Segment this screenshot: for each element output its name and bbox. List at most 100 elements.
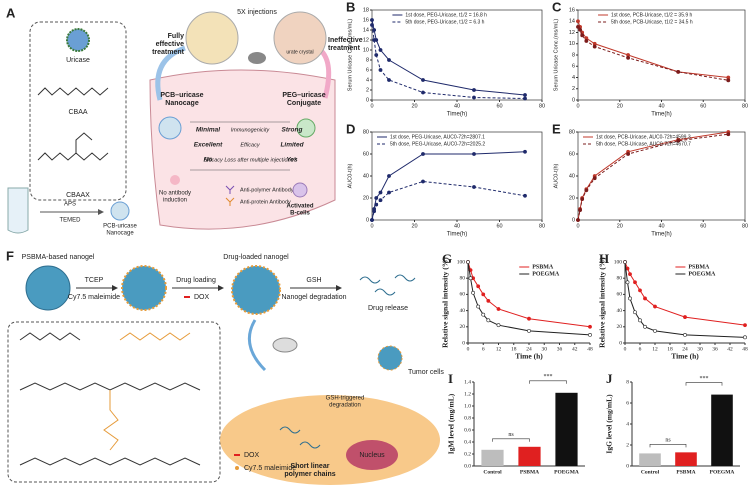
- curved-arrow: [247, 319, 267, 372]
- cell-icon: [170, 175, 180, 185]
- y-axis-label: IgM level (mg/mL): [447, 393, 456, 454]
- nanogel-icon: [377, 345, 403, 371]
- legend-label: 5th dose, PEG-Uricase, AUC0-72h=2025.2: [390, 141, 485, 147]
- nanocage-icon: [110, 201, 130, 221]
- marker: [472, 185, 476, 189]
- conjugate-icon: [296, 118, 316, 138]
- ribbon: [149, 69, 336, 230]
- marker: [578, 27, 582, 32]
- marker: [387, 78, 391, 82]
- y-tick-label: 1.2: [464, 391, 471, 397]
- y-tick-label: 80: [460, 275, 466, 281]
- y-axis-label: AUC0-t(h): [347, 163, 353, 188]
- x-axis-label: Time(h): [651, 232, 671, 238]
- gsh-triggered-text: GSH-triggered: [326, 396, 365, 402]
- x-tick-label: 0: [624, 346, 627, 352]
- no-antibody-text: No antibody: [159, 191, 191, 197]
- marker: [378, 68, 383, 72]
- marker: [625, 280, 630, 285]
- x-tick-label: 30: [697, 346, 703, 352]
- y-tick-label: 60: [460, 292, 466, 298]
- bar: [711, 394, 733, 466]
- marker: [676, 138, 681, 143]
- y-tick-label: 0: [462, 340, 465, 346]
- series-line: [577, 21, 729, 78]
- loaded-nanogel: [231, 265, 281, 315]
- panel-f: F PSBMA-based nanogel TCEP Cy7.5 maleimi…: [6, 248, 444, 485]
- x-tick-label: 0: [576, 103, 579, 109]
- marker: [623, 260, 627, 264]
- comparison-table: Minimal Immunogenicity Strong Excellent Effi…: [194, 127, 305, 164]
- series-line: [371, 24, 526, 99]
- marker: [578, 208, 582, 213]
- marker: [628, 296, 632, 301]
- significance-bracket: [529, 380, 567, 384]
- table-cell: Strong: [282, 127, 303, 134]
- y-tick-label: 18: [363, 7, 369, 13]
- no-antibody-text: induction: [163, 198, 187, 204]
- marker: [496, 307, 501, 311]
- chemistry-box: [7, 321, 221, 483]
- uricase-text: Uricase: [66, 57, 90, 64]
- y-tick-label: 0.0: [464, 463, 471, 469]
- peg-title: Conjugate: [287, 100, 321, 107]
- degradation-text: Nanogel degradation: [282, 294, 347, 301]
- peg-title: PEG–uricase: [282, 92, 325, 99]
- y-tick-label: 20: [617, 324, 623, 330]
- marker: [676, 69, 681, 74]
- legend-dox: DOX: [244, 452, 260, 459]
- y-tick-label: 8: [572, 52, 575, 58]
- y-axis-label: Serum Uricase Conc.(ms/mL): [347, 19, 353, 92]
- y-tick-label: 40: [363, 173, 369, 179]
- y-tick-label: 4: [626, 421, 629, 427]
- dox-step-text: DOX: [194, 294, 210, 301]
- marker: [481, 312, 486, 317]
- marker: [527, 316, 531, 321]
- marker: [387, 174, 391, 178]
- panel-label: G: [442, 251, 452, 266]
- y-tick-label: 1.0: [464, 403, 471, 409]
- chart: D AUC0-t(h) 0 20 40 60 80 0 20 40 60 80 Time(h) 1st d…: [346, 121, 545, 237]
- x-axis-label: Time (h): [671, 352, 699, 361]
- y-tick-label: 100: [614, 259, 623, 265]
- y-tick-label: 4: [572, 75, 575, 81]
- marker: [523, 193, 527, 198]
- x-tick-label: 40: [658, 103, 664, 109]
- panel-label: H: [599, 251, 609, 266]
- marker: [378, 190, 383, 195]
- y-tick-label: 8: [366, 57, 369, 63]
- significance-label: ***: [700, 376, 709, 382]
- cbaax-structure: [37, 152, 109, 161]
- nanocage-text: Nanocage: [106, 231, 134, 237]
- y-tick-label: 0: [626, 463, 629, 469]
- x-tick-label: 20: [411, 103, 417, 109]
- x-tick-label: 12: [496, 346, 502, 352]
- x-tick-label: 24: [682, 346, 688, 352]
- cbaax-text: CBAAX: [66, 192, 90, 199]
- x-tick-label: 0: [370, 103, 373, 109]
- anti-polymer-text: Anti-polymer Antibody: [240, 187, 294, 193]
- panel-a: A Uricase CBAA CBAAX APS TEMED PCB-urica…: [6, 5, 363, 236]
- chart: J IgG level (mg/mL) 0 2 4 6 8 Control PSBMA POEGM…: [605, 371, 740, 475]
- x-axis-label: Time (h): [515, 352, 543, 361]
- significance-label: ns: [508, 432, 514, 438]
- x-tick-label: 6: [482, 346, 485, 352]
- y-tick-label: 2: [626, 442, 629, 448]
- y-tick-label: 6: [626, 400, 629, 406]
- cy-swatch: [235, 466, 239, 470]
- marker: [633, 280, 637, 285]
- y-tick-label: 0.4: [464, 439, 471, 445]
- y-tick-label: 16: [569, 7, 575, 13]
- x-tick-label: 42: [727, 346, 733, 352]
- y-tick-label: 0: [366, 217, 369, 223]
- marker: [374, 202, 379, 207]
- y-tick-label: 1.4: [464, 379, 471, 385]
- legend-label: 1st dose, PEG-Uricase, AUC0-72h=2807.1: [390, 134, 485, 140]
- temed-text: TEMED: [60, 218, 82, 224]
- legend-cy: Cy7.5 maleimide: [244, 465, 296, 472]
- joint-inflamed: [273, 11, 327, 65]
- legend-label: 1st dose, PCB-Uricase, AUC0-72h=4599.3: [596, 134, 691, 140]
- table-cell: Efficacy: [240, 142, 261, 148]
